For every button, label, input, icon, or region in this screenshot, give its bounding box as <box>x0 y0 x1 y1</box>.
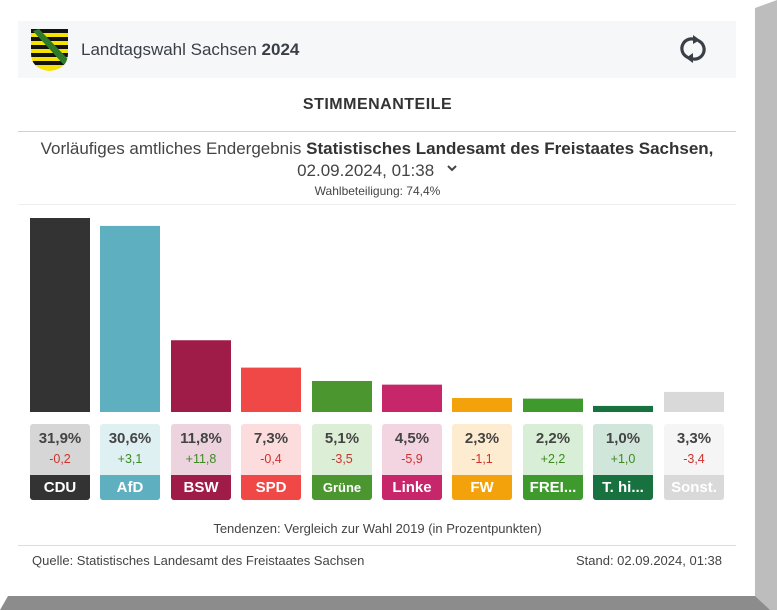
vote-share-label: 4,5% <box>394 430 430 447</box>
party-card[interactable]: 30,6% +3,1 AfD <box>100 424 160 500</box>
vote-share-label: 2,2% <box>535 430 571 447</box>
party-card[interactable]: 31,9% -0,2 CDU <box>30 424 90 500</box>
bar-sonst[interactable] <box>664 391 724 412</box>
party-card[interactable]: 7,3% -0,4 SPD <box>241 424 301 500</box>
change-label: +11,8 <box>185 452 217 466</box>
change-label: -0,4 <box>260 452 282 466</box>
divider <box>18 131 736 132</box>
bar-cdu[interactable] <box>30 218 90 412</box>
bar-spd[interactable] <box>241 367 301 412</box>
bar-freie[interactable] <box>523 398 583 412</box>
party-card[interactable]: 3,3% -3,4 Sonst. <box>664 424 724 500</box>
vote-share-label: 31,9% <box>38 430 82 447</box>
result-subtitle: Vorläufiges amtliches Endergebnis Statis… <box>40 138 714 182</box>
party-name-label: FREI... <box>523 475 583 500</box>
window-shadow-bottom <box>0 596 770 610</box>
bar-chart <box>30 218 724 412</box>
chevron-down-icon[interactable] <box>447 163 457 173</box>
subtitle-prefix: Vorläufiges amtliches Endergebnis <box>40 139 302 158</box>
timestamp: Stand: 02.09.2024, 01:38 <box>575 553 722 568</box>
divider <box>18 545 736 546</box>
party-card[interactable]: 1,0% +1,0 T. hi... <box>593 424 653 500</box>
party-name-label: FW <box>452 475 512 500</box>
party-card[interactable]: 4,5% -5,9 Linke <box>382 424 442 500</box>
change-label: +3,1 <box>117 452 143 466</box>
party-name-label: Sonst. <box>664 475 724 500</box>
bar-afd[interactable] <box>100 225 160 412</box>
window-shadow-right <box>755 0 777 610</box>
vote-share-label: 3,3% <box>676 430 712 447</box>
bar-fw[interactable] <box>452 398 512 412</box>
vote-share-label: 30,6% <box>108 430 152 447</box>
section-title: STIMMENANTEILE <box>302 96 453 113</box>
title-year: 2024 <box>261 40 300 59</box>
title-text: Landtagswahl Sachsen <box>81 40 257 59</box>
change-label: -3,4 <box>683 452 705 466</box>
party-name-label: BSW <box>171 475 231 500</box>
footnote: Tendenzen: Vergleich zur Wahl 2019 (in P… <box>213 521 542 536</box>
vote-share-label: 7,3% <box>253 430 289 447</box>
change-label: -5,9 <box>401 452 423 466</box>
change-label: -1,1 <box>471 452 493 466</box>
bar-linke[interactable] <box>382 384 442 412</box>
saxony-coat-of-arms-icon <box>31 29 68 71</box>
bar-grüne[interactable] <box>312 380 372 412</box>
party-name-label: CDU <box>30 475 90 500</box>
party-card[interactable]: 5,1% -3,5 Grüne <box>312 424 372 500</box>
change-label: -0,2 <box>49 452 71 466</box>
vote-share-label: 11,8% <box>180 430 222 447</box>
party-name-label: Grüne <box>312 475 372 500</box>
app-title: Landtagswahl Sachsen 2024 <box>81 40 299 60</box>
change-label: -3,5 <box>331 452 353 466</box>
party-name-label: SPD <box>241 475 301 500</box>
change-label: +2,2 <box>540 452 566 466</box>
vote-share-label: 1,0% <box>605 430 641 447</box>
bar-thi[interactable] <box>593 405 653 412</box>
party-card[interactable]: 2,3% -1,1 FW <box>452 424 512 500</box>
subtitle-source: Statistisches Landesamt des Freistaates … <box>306 139 714 158</box>
turnout: Wahlbeteiligung: 74,4% <box>314 184 441 198</box>
party-name-label: AfD <box>100 475 160 500</box>
change-label: +1,0 <box>610 452 636 466</box>
party-card[interactable]: 11,8% +11,8 BSW <box>171 424 231 500</box>
subtitle-datetime: 02.09.2024, 01:38 <box>297 161 435 180</box>
bar-bsw[interactable] <box>171 340 231 412</box>
party-card[interactable]: 2,2% +2,2 FREI... <box>523 424 583 500</box>
refresh-icon[interactable] <box>678 33 708 65</box>
party-name-label: Linke <box>382 475 442 500</box>
vote-share-label: 5,1% <box>324 430 360 447</box>
source-note: Quelle: Statistisches Landesamt des Frei… <box>32 553 365 568</box>
header-bar: Landtagswahl Sachsen 2024 <box>18 21 736 78</box>
party-name-label: T. hi... <box>593 475 653 500</box>
vote-share-label: 2,3% <box>464 430 500 447</box>
divider <box>18 204 736 205</box>
